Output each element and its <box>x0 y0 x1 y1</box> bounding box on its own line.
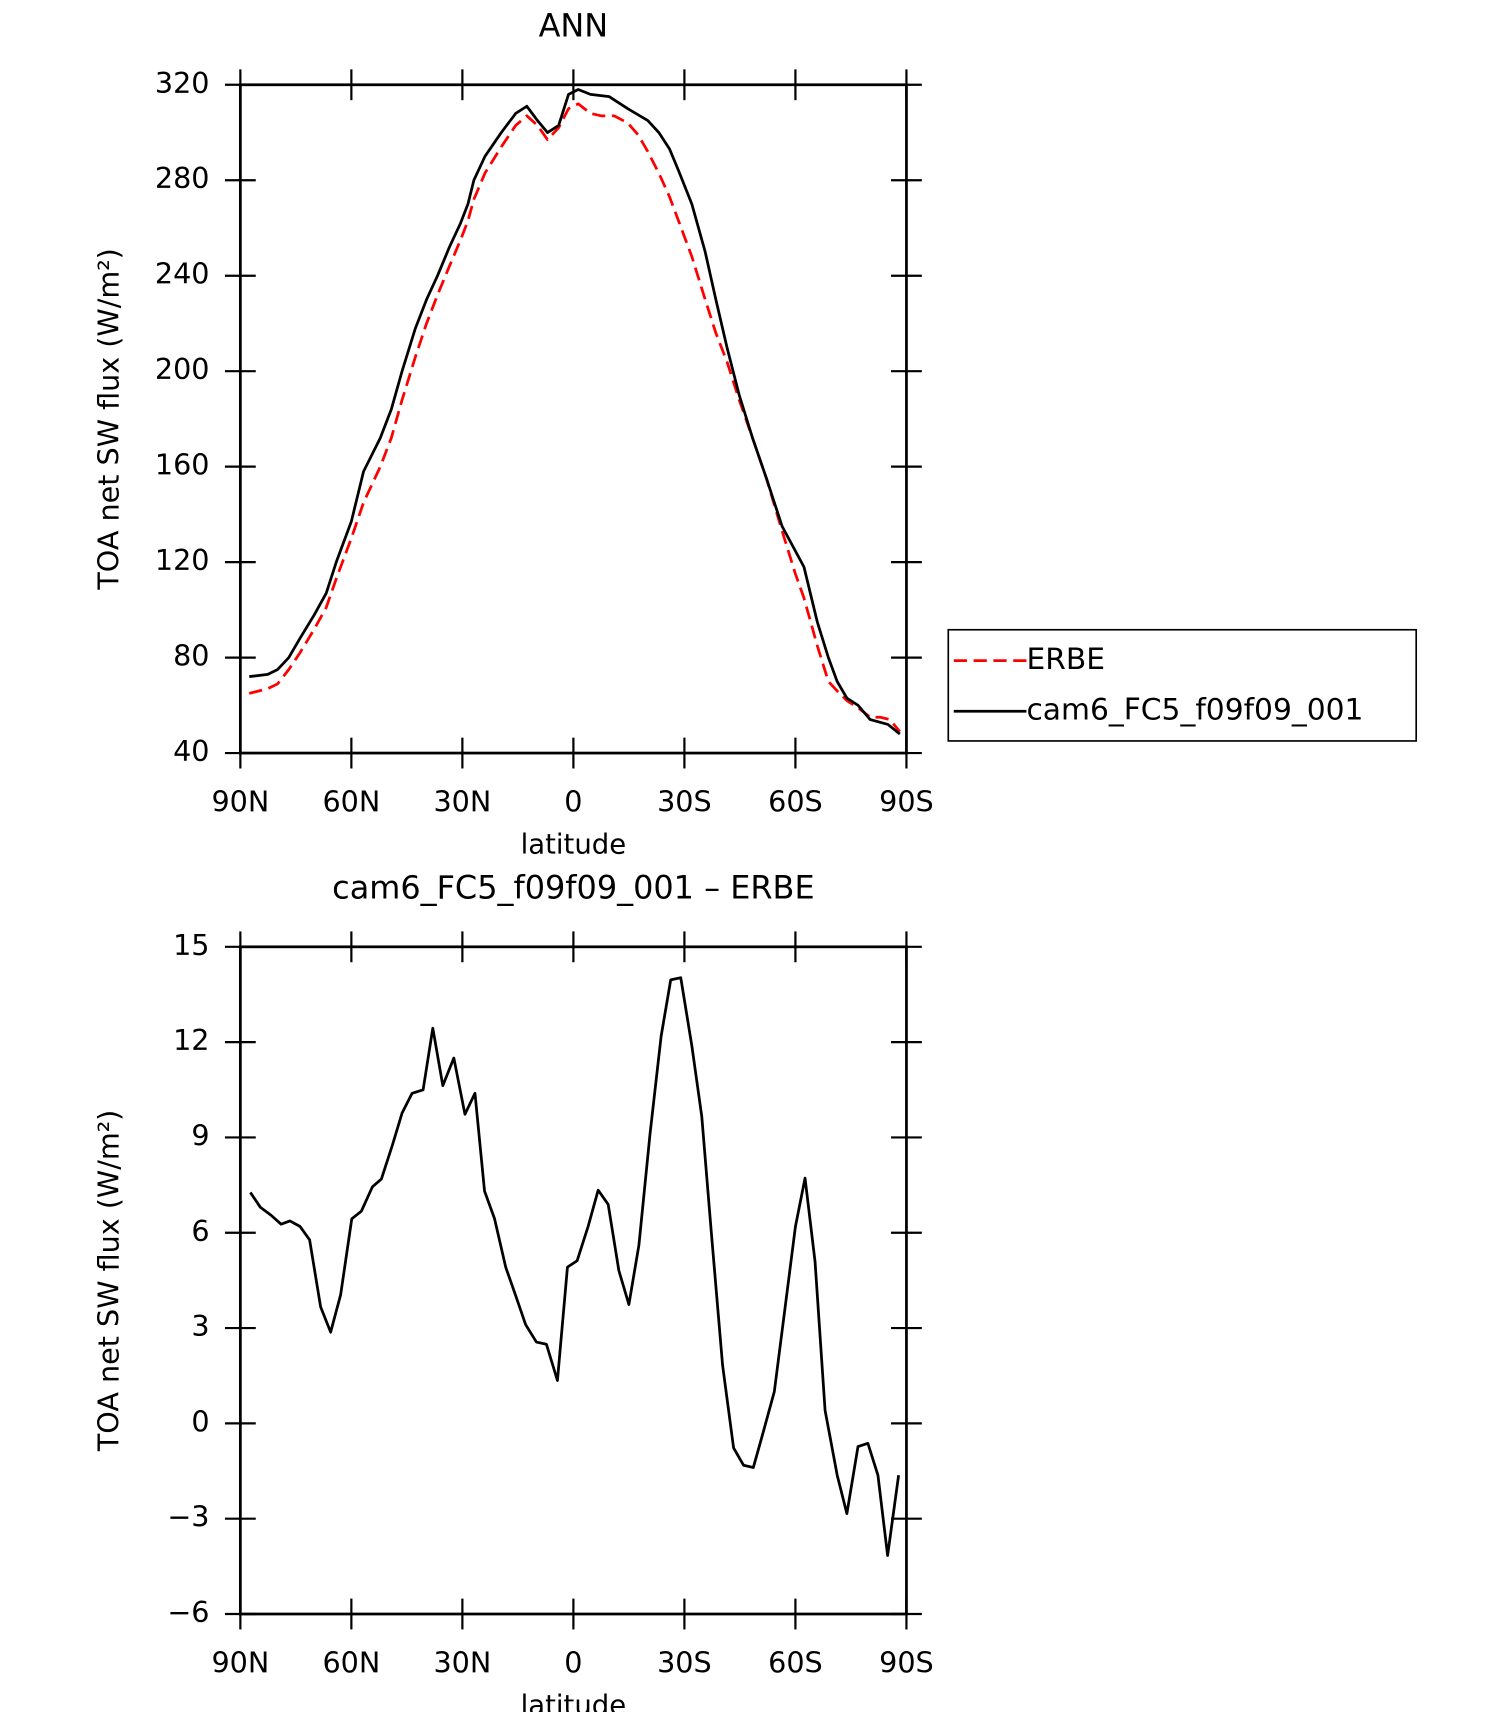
y-axis-label: TOA net SW flux (W/m²) <box>91 1110 125 1453</box>
y-tick-label: 9 <box>191 1118 209 1152</box>
x-tick-label: 90N <box>211 1646 269 1680</box>
chart-title: cam6_FC5_f09f09_001 – ERBE <box>332 869 814 907</box>
plot-frame <box>238 83 908 755</box>
data-line <box>249 88 901 736</box>
y-tick-label: 160 <box>155 448 210 482</box>
y-tick-label: 3 <box>191 1309 209 1343</box>
x-tick-label: 90N <box>211 785 269 819</box>
y-tick-label: 320 <box>155 66 210 100</box>
x-tick-label: 30S <box>657 1646 712 1680</box>
y-tick-label: 200 <box>155 352 210 386</box>
legend-label: cam6_FC5_f09f09_001 <box>1026 693 1363 728</box>
y-tick-label: 280 <box>155 161 210 195</box>
y-tick-label: 0 <box>191 1404 209 1438</box>
x-tick-label: 30S <box>657 785 712 819</box>
y-tick-label: 240 <box>155 257 210 291</box>
x-tick-label: 60N <box>322 785 380 819</box>
plot-frame <box>238 945 908 1616</box>
x-tick-label: 90S <box>879 785 934 819</box>
data-line <box>248 102 901 733</box>
y-tick-label: 15 <box>173 928 209 962</box>
y-tick-label: −3 <box>167 1500 209 1534</box>
x-tick-label: 90S <box>879 1646 934 1680</box>
x-tick-label: 30N <box>433 1646 491 1680</box>
y-tick-label: 6 <box>191 1214 209 1248</box>
y-tick-label: 120 <box>155 543 210 577</box>
x-tick-label: 60S <box>768 785 823 819</box>
x-tick-label: 30N <box>433 785 491 819</box>
x-tick-label: 0 <box>564 1646 582 1680</box>
data-line <box>249 976 900 1557</box>
y-tick-label: 40 <box>173 734 209 768</box>
y-axis-label: TOA net SW flux (W/m²) <box>91 248 125 591</box>
legend-label: ERBE <box>1026 642 1105 677</box>
chart-title: ANN <box>539 7 609 45</box>
x-axis-label: latitude <box>521 1689 627 1712</box>
x-tick-label: 60S <box>768 1646 823 1680</box>
x-tick-label: 60N <box>322 1646 380 1680</box>
x-tick-label: 0 <box>564 785 582 819</box>
y-tick-label: 80 <box>173 639 209 673</box>
y-tick-label: −6 <box>167 1595 209 1629</box>
legend-box <box>947 628 1418 742</box>
x-axis-label: latitude <box>521 829 627 861</box>
y-tick-label: 12 <box>173 1023 209 1057</box>
